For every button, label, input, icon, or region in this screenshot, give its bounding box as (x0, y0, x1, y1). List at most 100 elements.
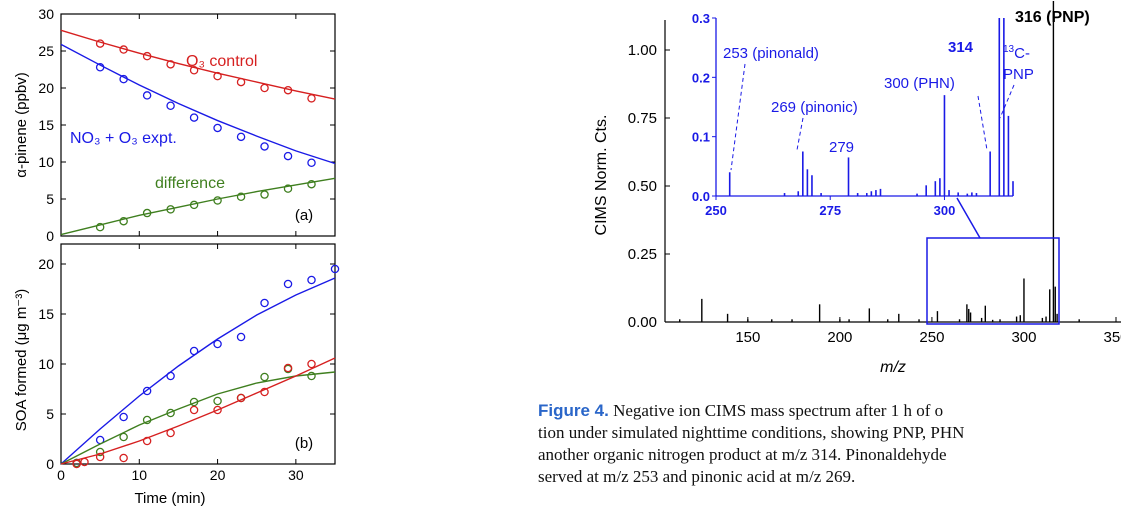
data-point (95, 222, 105, 232)
data-point (189, 397, 199, 407)
data-point (189, 405, 199, 415)
panel-b-tag: (b) (295, 435, 313, 452)
x-tick-label: 10 (131, 467, 147, 483)
data-point (142, 91, 152, 100)
y-tick-label: 0.00 (628, 314, 657, 331)
inset-x-tick-label: 300 (934, 203, 956, 218)
panel-a-tag: (a) (295, 207, 313, 224)
data-point (260, 142, 269, 151)
data-point (213, 405, 222, 415)
fit-line (60, 43, 336, 165)
panel-a-ticks: 0 5 10 15 20 25 30 (38, 6, 335, 244)
data-point (142, 386, 152, 396)
ann-269: 269 (pinonic) (771, 99, 858, 116)
y-tick-label: 0.50 (628, 178, 657, 195)
data-point (119, 412, 128, 422)
label-no3-o3-expt: NO₃ + O₃ expt. (70, 130, 177, 147)
inset-ticks: 250 275 300 0.0 0.1 0.2 0.3 (692, 11, 955, 218)
y-tick-label: 10 (38, 356, 54, 372)
data-point (213, 196, 222, 205)
data-point (142, 208, 152, 218)
ann-253: 253 (pinonald) (723, 45, 819, 62)
ann-269-leader (796, 117, 804, 151)
y-tick-label: 0.25 (628, 246, 657, 263)
caption-line-4: served at m/z 253 and pinonic acid at m/… (538, 467, 856, 486)
data-point (236, 192, 246, 202)
data-point (142, 415, 152, 425)
data-point (166, 205, 175, 214)
data-point (119, 216, 128, 226)
ann-pnp: PNP (1003, 66, 1034, 83)
inset-y-tick-label: 0.1 (692, 130, 710, 145)
ann-300: 300 (PHN) (884, 75, 955, 92)
spectrum-ticks: 150 200 250 300 350 0.00 0.25 0.50 0.75 1.00 (628, 42, 1121, 346)
pnp-peak-label: 316 (PNP) (1015, 9, 1090, 26)
x-tick-label: 20 (210, 467, 226, 483)
data-point (119, 74, 128, 84)
caption-line-2: tion under simulated nighttime condition… (538, 423, 965, 442)
data-point (189, 65, 199, 75)
caption-line-3: another organic nitrogen product at m/z … (538, 445, 947, 464)
y-tick-label: 0 (46, 228, 54, 244)
data-point (307, 179, 316, 189)
caption-figure-label: Figure 4. (538, 401, 609, 420)
y-tick-label: 5 (46, 406, 54, 422)
data-point (95, 447, 105, 457)
ann-279: 279 (829, 139, 854, 156)
caption-text-1: Negative ion CIMS mass spectrum after 1 … (613, 401, 944, 420)
y-tick-label: 30 (38, 6, 54, 22)
data-point (260, 190, 269, 199)
y-tick-label: 25 (38, 43, 54, 59)
panel-a-series (60, 29, 336, 236)
inset-y-tick-label: 0.2 (692, 70, 710, 85)
data-point (213, 71, 222, 81)
data-point (119, 432, 128, 442)
y-tick-label: 1.00 (628, 42, 657, 59)
data-point (80, 457, 89, 467)
y-tick-label: 15 (38, 306, 54, 322)
data-point (166, 60, 175, 69)
inset-bars (728, 18, 1014, 196)
fit-line (60, 177, 336, 236)
data-point (307, 371, 316, 381)
data-point (283, 184, 293, 193)
y-tick-label: 10 (38, 154, 54, 170)
x-tick-label: 350 (1103, 329, 1121, 346)
spectrum-ylabel: CIMS Norm. Cts. (593, 115, 610, 236)
x-tick-label: 0 (57, 467, 65, 483)
panel-b-ylabel: SOA formed (μg m⁻³) (13, 289, 30, 431)
spectrum-bars (679, 1, 1080, 322)
x-tick-label: 300 (1011, 329, 1036, 346)
y-tick-label: 0.75 (628, 110, 657, 127)
spectrum-xlabel: m/z (880, 359, 906, 376)
data-point (236, 77, 246, 87)
zoom-box (926, 237, 1060, 325)
data-point (260, 298, 269, 308)
panel-a-ylabel: α-pinene (ppbv) (13, 72, 30, 177)
data-point (236, 393, 246, 403)
y-tick-label: 20 (38, 256, 54, 272)
panel-b-series (60, 264, 340, 469)
inset-y-tick-label: 0.3 (692, 11, 710, 26)
data-point (307, 359, 316, 369)
x-tick-label: 30 (288, 467, 304, 483)
ann-13c: 13C- (1003, 44, 1030, 62)
y-tick-label: 20 (38, 80, 54, 96)
x-tick-label: 250 (919, 329, 944, 346)
data-point (213, 396, 222, 406)
data-point (189, 346, 199, 356)
data-point (95, 63, 105, 72)
data-point (142, 436, 152, 446)
x-tick-label: 200 (827, 329, 852, 346)
data-point (213, 123, 222, 133)
inset-plot: 250 275 300 0.0 0.1 0.2 0.3 253 (pinonald) 269… (692, 11, 1034, 218)
inset-x-tick-label: 275 (819, 203, 841, 218)
data-point (283, 363, 293, 373)
y-tick-label: 0 (46, 456, 54, 472)
ann-314: 314 (948, 39, 974, 56)
data-point (236, 132, 246, 142)
fit-line (60, 29, 336, 100)
data-point (283, 151, 293, 161)
figure-caption: Figure 4. Negative ion CIMS mass spectru… (538, 400, 1121, 488)
